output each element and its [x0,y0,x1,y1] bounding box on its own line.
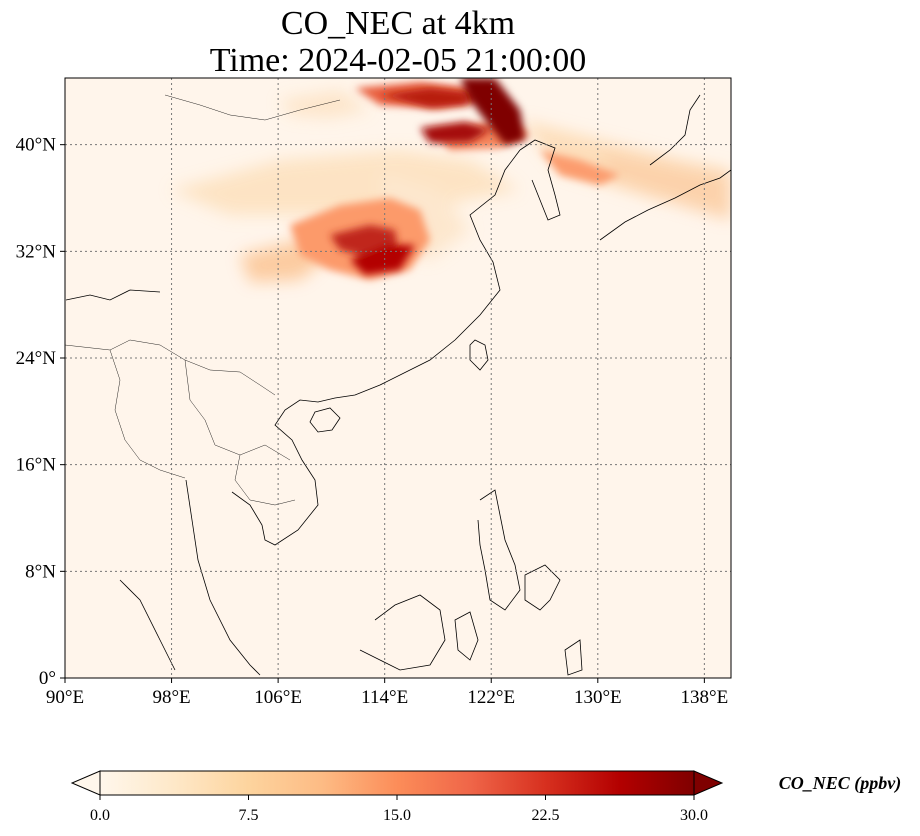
x-axis-ticks: 90°E 98°E 106°E 114°E 122°E 130°E 138°E [46,678,728,708]
colorbar: 0.0 7.5 15.0 22.5 30.0 CO_NEC (ppbv) [70,770,902,824]
map-panel: 90°E 98°E 106°E 114°E 122°E 130°E 138°E 0° 8°N 1… [16,77,732,708]
colorbar-tick-label: 22.5 [532,807,560,824]
y-tick-label: 16°N [16,455,57,476]
colorbar-tick-label: 30.0 [680,807,708,824]
y-tick-label: 8°N [25,561,56,582]
colorbar-tick-label: 7.5 [239,807,259,824]
colorbar-extend-min [70,770,101,796]
map-frame [64,77,732,679]
x-tick-label: 90°E [46,687,84,708]
country-borders [65,94,341,506]
map-title: CO_NEC at 4km [280,5,516,42]
y-tick-label: 24°N [16,348,57,369]
colorbar-bar [99,770,695,796]
colorbar-ticks: 0.0 7.5 15.0 22.5 30.0 [90,795,708,824]
x-tick-label: 130°E [574,687,622,708]
colorbar-tick-label: 0.0 [90,807,110,824]
y-tick-label: 40°N [16,135,57,156]
x-tick-label: 98°E [152,687,190,708]
y-axis-ticks: 0° 8°N 16°N 24°N 32°N 40°N [16,135,65,689]
concentration-field [65,78,731,676]
colorbar-tick-label: 15.0 [383,807,411,824]
map-subtitle-time: Time: 2024-02-05 21:00:00 [209,42,587,79]
y-tick-label: 0° [39,668,56,689]
y-tick-label: 32°N [16,241,57,262]
colorbar-label: CO_NEC (ppbv) [779,773,902,794]
x-tick-label: 138°E [681,687,729,708]
x-tick-label: 122°E [467,687,515,708]
colorbar-extend-max [693,770,724,796]
x-tick-label: 114°E [361,687,408,708]
x-tick-label: 106°E [254,687,302,708]
